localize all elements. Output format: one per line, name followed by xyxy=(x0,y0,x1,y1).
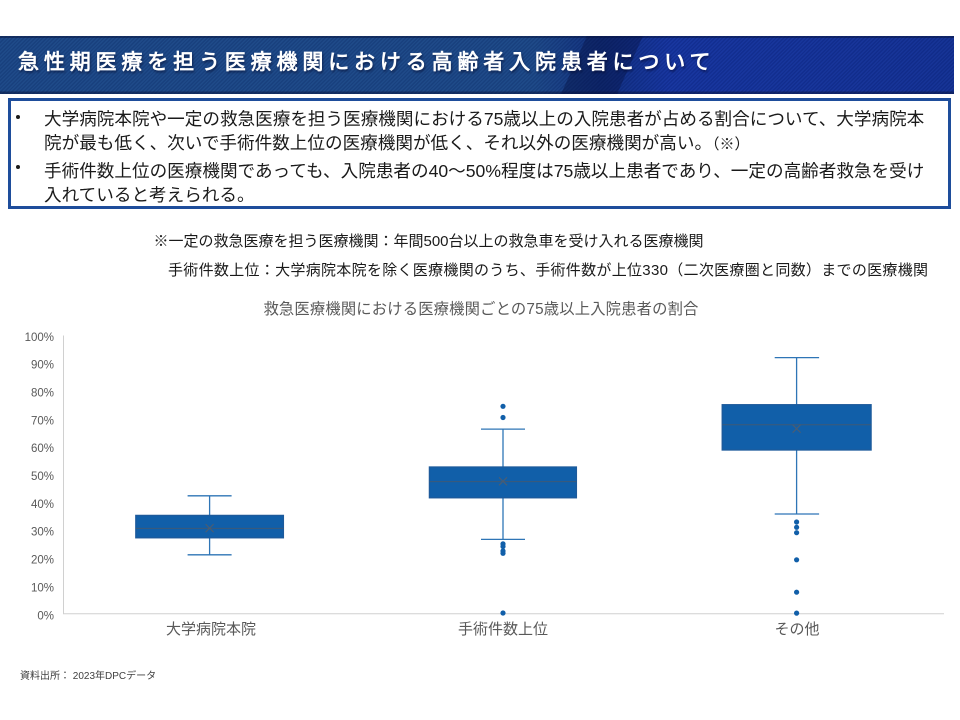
svg-text:60%: 60% xyxy=(31,443,54,455)
svg-text:50%: 50% xyxy=(31,471,54,483)
svg-text:手術件数上位: 手術件数上位 xyxy=(458,621,548,638)
svg-text:救急医療機関における医療機関ごとの75歳以上入院患者の割合: 救急医療機関における医療機関ごとの75歳以上入院患者の割合 xyxy=(263,301,698,318)
svg-text:100%: 100% xyxy=(25,332,54,344)
svg-text:0%: 0% xyxy=(37,610,54,622)
svg-text:80%: 80% xyxy=(31,388,54,400)
svg-text:70%: 70% xyxy=(31,415,54,427)
svg-text:30%: 30% xyxy=(31,527,54,539)
svg-text:20%: 20% xyxy=(31,555,54,567)
svg-text:90%: 90% xyxy=(31,360,54,372)
svg-text:40%: 40% xyxy=(31,499,54,511)
svg-text:その他: その他 xyxy=(774,621,819,638)
svg-text:大学病院本院: 大学病院本院 xyxy=(166,621,256,638)
svg-text:10%: 10% xyxy=(31,582,54,594)
